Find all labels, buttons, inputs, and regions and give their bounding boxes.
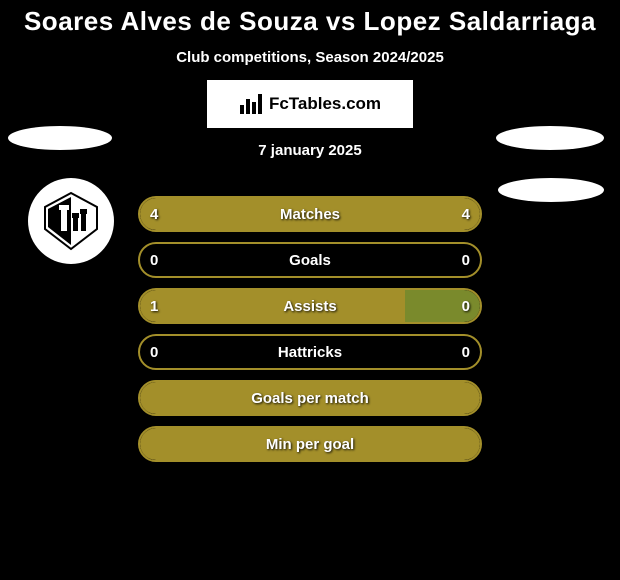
stat-bar-goals: 0 0Goals xyxy=(138,242,482,278)
stat-value-left: 4 xyxy=(150,198,158,230)
stat-value-left: 0 xyxy=(150,244,158,276)
stat-bar-left-fill xyxy=(140,290,405,322)
player-right-placeholder-bottom xyxy=(498,178,604,202)
stat-label: Hattricks xyxy=(140,336,480,368)
club-crest-icon xyxy=(39,189,103,253)
branding-label: FcTables.com xyxy=(269,94,381,114)
stat-label: Goals xyxy=(140,244,480,276)
stat-bar-gpm: Goals per match xyxy=(138,380,482,416)
club-badge xyxy=(28,178,114,264)
stat-bar-mpg: Min per goal xyxy=(138,426,482,462)
stat-value-right: 0 xyxy=(462,290,470,322)
stat-value-left: 0 xyxy=(150,336,158,368)
stat-bar-right-fill xyxy=(310,198,480,230)
page-subtitle: Club competitions, Season 2024/2025 xyxy=(0,49,620,66)
stat-row-mpg: Min per goal xyxy=(0,426,620,462)
stat-row-hattricks: 0 0Hattricks xyxy=(0,334,620,370)
stat-row-gpm: Goals per match xyxy=(0,380,620,416)
bar-chart-icon xyxy=(239,93,265,115)
branding-box[interactable]: FcTables.com xyxy=(207,80,413,128)
stat-bar-hattricks: 0 0Hattricks xyxy=(138,334,482,370)
stat-value-right: 0 xyxy=(462,336,470,368)
stat-row-assists: 10Assists xyxy=(0,288,620,324)
player-right-placeholder-top xyxy=(496,126,604,150)
stat-value-left: 1 xyxy=(150,290,158,322)
player-left-placeholder xyxy=(8,126,112,150)
stat-bar-matches: 44Matches xyxy=(138,196,482,232)
stat-bar-left-fill xyxy=(140,382,480,414)
stat-bar-assists: 10Assists xyxy=(138,288,482,324)
stat-bar-left-fill xyxy=(140,428,480,460)
page-title: Soares Alves de Souza vs Lopez Saldarria… xyxy=(0,0,620,37)
stat-value-right: 0 xyxy=(462,244,470,276)
stat-value-right: 4 xyxy=(462,198,470,230)
stat-bar-left-fill xyxy=(140,198,310,230)
